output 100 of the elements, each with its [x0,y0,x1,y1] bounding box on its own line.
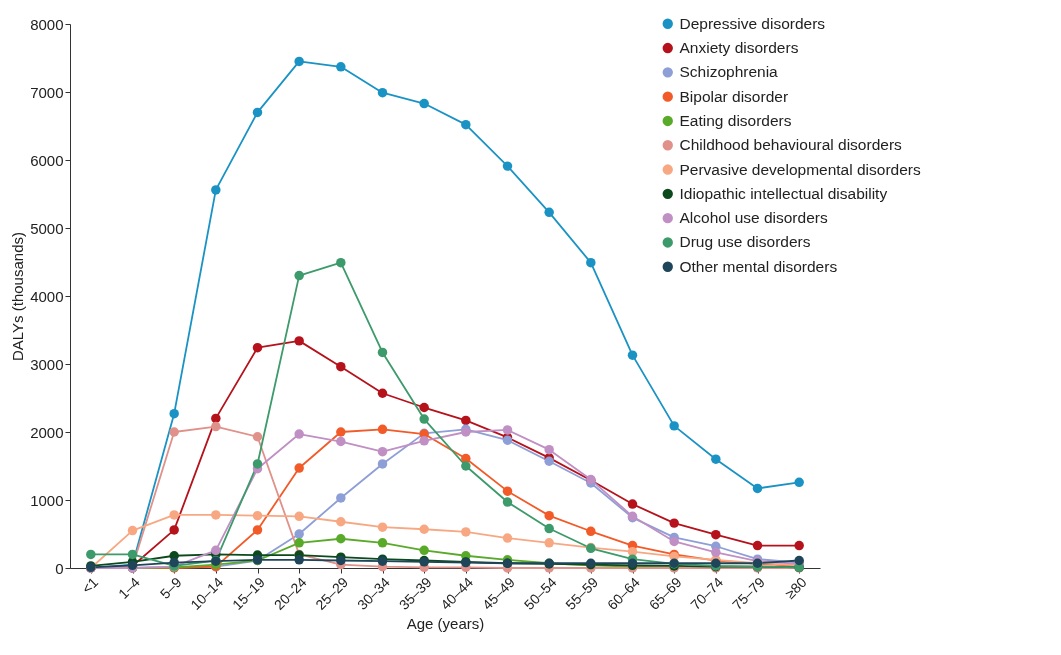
point [211,545,221,556]
legend-label: Eating disorders [679,111,792,129]
point [294,463,304,473]
point [377,522,388,532]
y-tick-label: 8000 [30,15,64,33]
point [419,545,429,556]
legend-label: Drug use disorders [679,233,811,251]
legend-label: Anxiety disorders [679,39,799,57]
point [294,429,304,439]
point [377,388,388,398]
x-tick-label: <1 [78,573,102,597]
point [252,459,263,469]
point [211,185,221,195]
point [294,511,304,522]
y-tick-label: 6000 [30,151,64,169]
point [336,257,346,268]
legend-label: Childhood behavioural disorders [679,136,903,154]
point [336,555,346,566]
point [377,459,388,469]
point [169,510,179,520]
y-tick-label: 2000 [30,423,64,441]
legend-label: Other mental disorders [679,257,838,275]
point [252,107,263,118]
point [211,510,221,520]
point [502,497,513,507]
point [752,483,763,494]
point [544,538,554,548]
point [336,534,346,544]
point [461,119,471,130]
point [461,415,471,426]
legend-label: Idiopathic intellectual disability [679,184,888,202]
y-tick-label: 0 [55,559,64,577]
point [586,526,596,537]
point [419,98,429,109]
point [169,427,179,437]
point [669,518,679,528]
legend-label: Depressive disorders [679,14,826,32]
point [336,517,346,527]
point [252,525,263,535]
point [502,533,513,543]
point [502,486,513,496]
point [419,436,429,446]
point [127,549,138,560]
point [711,529,721,540]
point [169,525,179,535]
point [377,347,388,358]
point [669,421,679,431]
y-tick-label: 5000 [30,219,64,237]
y-tick-label: 1000 [30,491,64,509]
y-axis-title: DALYs (thousands) [9,232,27,361]
point [794,540,804,551]
point [252,342,263,353]
x-axis-title: Age (years) [406,614,485,632]
legend-label: Schizophrenia [679,63,779,81]
point [211,413,221,424]
point [336,62,346,72]
point [711,547,721,558]
point [502,161,513,171]
point [502,425,513,435]
point [627,350,638,360]
point [461,527,471,537]
point [461,461,471,471]
y-tick-label: 3000 [30,355,64,373]
x-tick-label: 5–9 [156,573,185,602]
point [336,436,346,447]
point [544,444,554,455]
x-tick-label: 1–4 [115,573,144,602]
point [711,454,721,464]
legend-label: Alcohol use disorders [679,209,828,227]
point [377,424,388,435]
point [544,510,554,521]
point [419,524,429,534]
point [211,421,221,432]
point [294,529,304,539]
point [419,402,429,413]
y-tick-label: 4000 [30,287,64,305]
point [169,557,179,568]
point [377,446,388,457]
point [794,477,804,488]
point [169,408,179,419]
point [294,56,304,67]
legend-label: Pervasive developmental disorders [679,160,921,178]
point [669,536,679,547]
point [294,336,304,346]
point [419,414,429,424]
point [336,427,346,437]
point [377,538,388,548]
point [377,87,388,98]
point [336,493,346,503]
point [544,523,554,534]
point [544,207,554,218]
point [252,510,263,521]
point [86,549,96,560]
point [586,257,596,268]
point [252,432,263,442]
x-tick-label: ≥80 [781,573,810,602]
point [336,361,346,372]
legend-label: Bipolar disorder [679,87,789,105]
point [294,270,304,281]
point [294,555,304,565]
